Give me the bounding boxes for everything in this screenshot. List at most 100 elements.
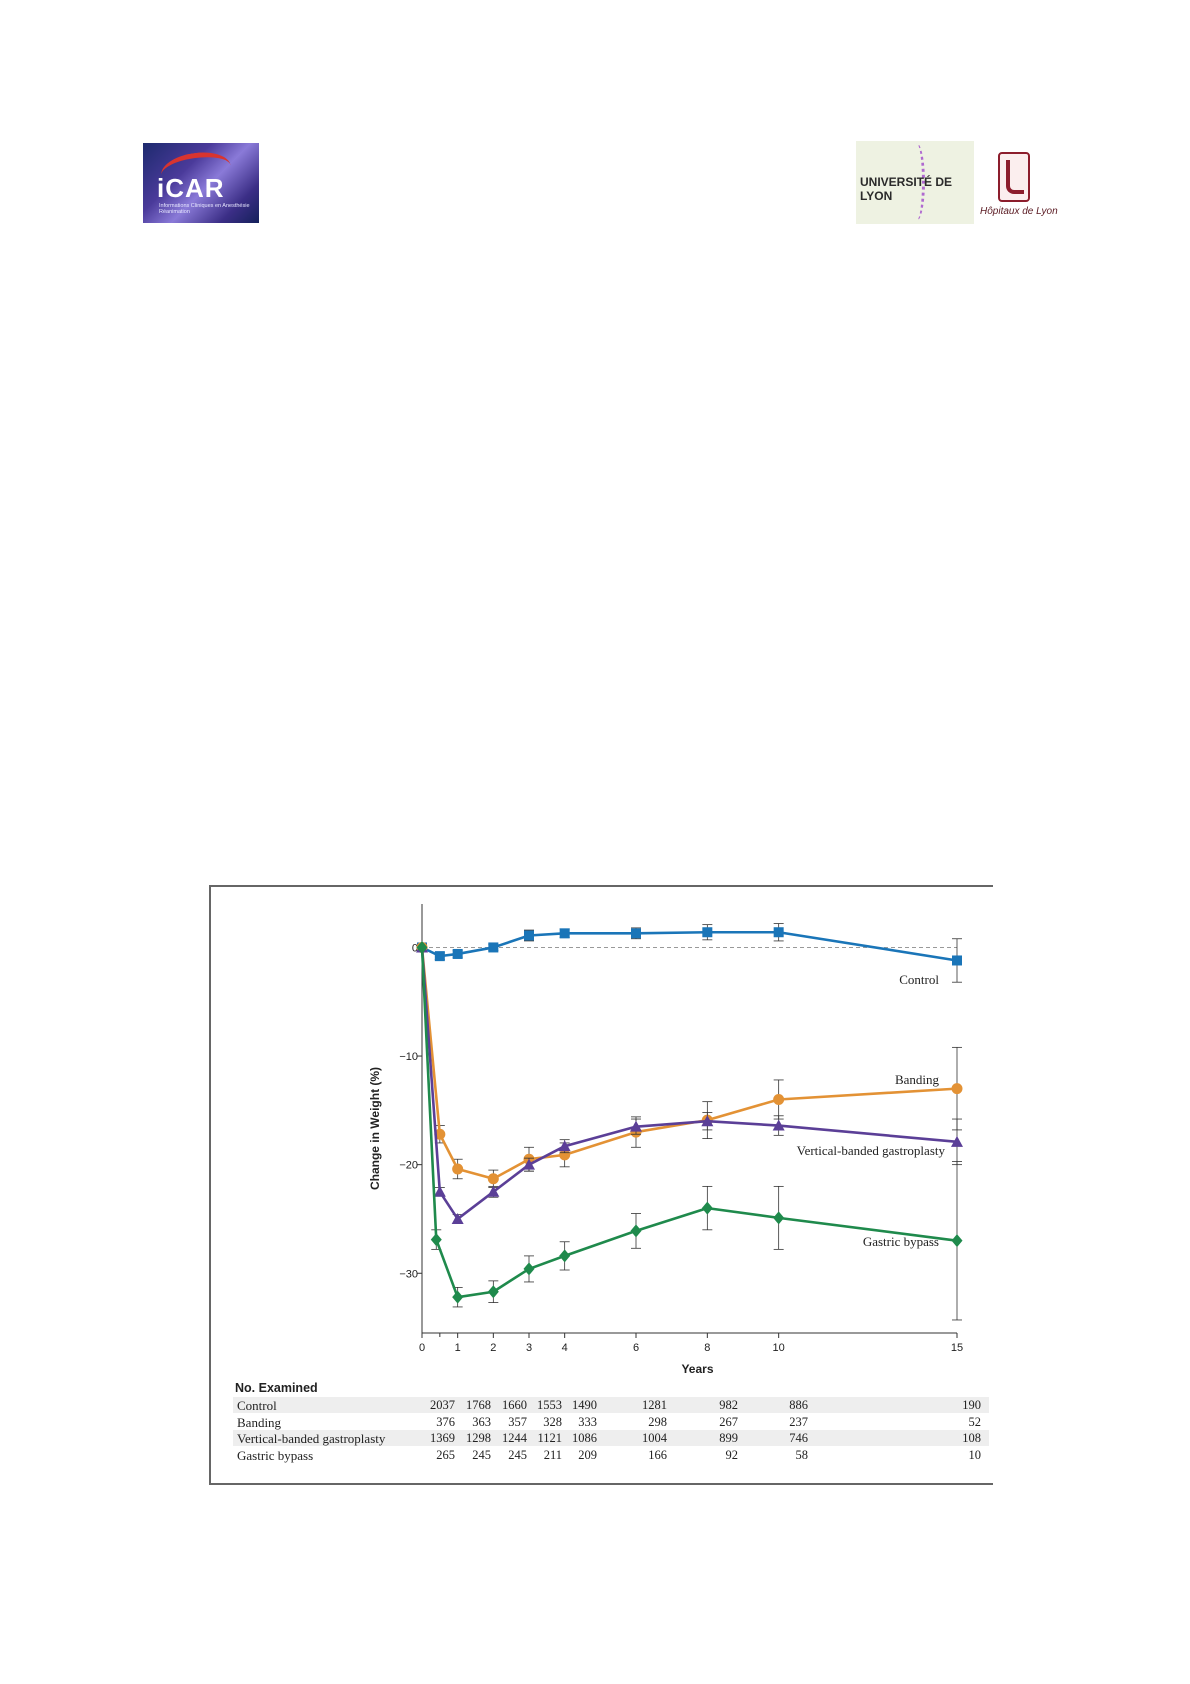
table-cell: 209: [578, 1447, 597, 1462]
table-cell: 1121: [537, 1431, 562, 1445]
table-cell: 245: [508, 1447, 527, 1462]
table-cell: 1281: [642, 1398, 667, 1412]
y-tick-label: 0: [412, 942, 418, 954]
data-point: [701, 1115, 714, 1127]
lyon-logo-word: UNIVERSITÉ DE LYON: [860, 175, 953, 203]
data-point: [773, 1093, 785, 1105]
data-point: [558, 1140, 571, 1152]
data-point: [952, 955, 962, 966]
series-label-banding: Banding: [895, 1072, 940, 1087]
table-cell: 265: [436, 1447, 455, 1462]
table-cell: 58: [795, 1447, 809, 1462]
table-cell: 333: [578, 1414, 597, 1429]
data-point: [701, 1201, 713, 1215]
x-tick-label: 3: [526, 1342, 532, 1354]
series-label-control: Control: [899, 972, 939, 987]
data-point: [452, 1290, 464, 1304]
data-point: [430, 1233, 442, 1247]
y-tick-label: −20: [399, 1160, 418, 1172]
lyon-arc-icon: [908, 143, 925, 221]
table-cell: 1369: [430, 1431, 455, 1445]
series-line-gastric-bypass: [420, 947, 958, 1299]
data-point: [559, 928, 570, 939]
chart-axes: 0 1 2 3 4 6 8 10 15 0 −10 −20 −30 Years Change in Weig…: [368, 904, 963, 1376]
series-label-vertical-banded-gastroplasty: Vertical-banded gastroplasty: [797, 1143, 946, 1158]
data-point: [487, 1185, 500, 1197]
table-cell: 746: [789, 1431, 808, 1445]
data-point: [702, 927, 713, 938]
table-cell: 1004: [642, 1431, 667, 1445]
series-line-banding: [420, 947, 958, 1181]
table-title: No. Examined: [235, 1381, 318, 1395]
x-tick-label: 15: [951, 1342, 963, 1354]
data-point: [433, 1185, 446, 1197]
table-cell: 1660: [502, 1398, 527, 1412]
x-tick-label: 1: [455, 1342, 461, 1354]
table-cell: 2037: [430, 1398, 455, 1412]
data-point: [559, 1149, 571, 1161]
data-point: [630, 1120, 642, 1132]
table-cell: 363: [472, 1414, 491, 1429]
table-cell: 267: [719, 1414, 738, 1429]
table-cell: 190: [962, 1398, 981, 1412]
y-tick-label: −30: [399, 1268, 418, 1280]
table-cell: 1244: [502, 1431, 527, 1445]
data-point: [951, 1083, 963, 1095]
table-row-name: Vertical-banded gastroplasty: [237, 1431, 386, 1446]
icar-logo-word: iCAR: [157, 173, 225, 203]
data-point: [452, 948, 463, 959]
table-cell: 1553: [537, 1398, 562, 1412]
weight-change-chart: 0 1 2 3 4 6 8 10 15 0 −10 −20 −30 Years Change in Weig…: [368, 904, 963, 1376]
data-point: [524, 930, 534, 941]
table-cell: 92: [725, 1447, 739, 1462]
data-point: [951, 1135, 963, 1147]
table-row-name: Banding: [237, 1414, 282, 1430]
hopitaux-de-lyon-logo: Hôpitaux de Lyon: [978, 148, 1058, 224]
data-point: [951, 1234, 963, 1248]
x-tick-label: 0: [419, 1342, 425, 1354]
data-point: [772, 1119, 785, 1131]
data-point: [416, 940, 428, 954]
table-cell: 52: [968, 1414, 982, 1429]
x-tick-label: 10: [773, 1342, 785, 1354]
series-line-control: [421, 930, 958, 962]
table-cell: 245: [472, 1447, 491, 1462]
table-cell: 328: [543, 1414, 562, 1429]
labels-layer: Control Banding Vertical-banded gastroplas…: [797, 972, 946, 1249]
data-point: [773, 1211, 785, 1225]
data-point: [630, 1224, 642, 1238]
table-cell: 1490: [572, 1398, 597, 1412]
y-axis-title: Change in Weight (%): [368, 1067, 382, 1190]
table-cell: 166: [648, 1447, 667, 1462]
data-point: [631, 928, 641, 939]
universite-de-lyon-logo: UNIVERSITÉ DE LYON: [856, 141, 974, 224]
icar-logo: iCAR Informations Cliniques en Anesthési…: [143, 143, 259, 223]
x-axis-title: Years: [681, 1362, 713, 1376]
data-point: [452, 1163, 464, 1175]
table-row: Banding 376 363 357 328 333 298 267 237 52: [233, 1414, 989, 1430]
series-layer: [416, 923, 963, 1321]
table-row-name: Control: [237, 1398, 277, 1413]
table-cell: 899: [719, 1431, 738, 1445]
series-control: [417, 923, 962, 983]
table-cell: 1298: [466, 1431, 491, 1445]
data-point: [487, 1285, 499, 1299]
table-row: Control 2037 1768 1660 1553 1490 1281 982 886 190: [233, 1397, 989, 1413]
data-point: [773, 927, 784, 938]
table-cell: 237: [789, 1414, 808, 1429]
data-point: [523, 1158, 535, 1170]
icar-logo-subtitle: Informations Cliniques en Anesthésie Réa…: [159, 203, 250, 215]
table-cell: 357: [508, 1414, 527, 1429]
table-cell: 211: [543, 1447, 562, 1462]
table-cell: 376: [436, 1414, 455, 1429]
table-cell: 982: [719, 1398, 738, 1412]
data-point: [434, 951, 445, 962]
table-row: Vertical-banded gastroplasty 1369 1298 1244…: [233, 1430, 989, 1446]
table-cell: 10: [968, 1447, 982, 1462]
table-cell: 1768: [466, 1398, 491, 1412]
table-cell: 298: [648, 1414, 667, 1429]
hcl-logo-word: Hôpitaux de Lyon: [980, 206, 1058, 217]
data-point: [523, 1262, 535, 1276]
table-cell: 108: [962, 1431, 981, 1445]
series-label-gastric-bypass: Gastric bypass: [863, 1234, 939, 1249]
